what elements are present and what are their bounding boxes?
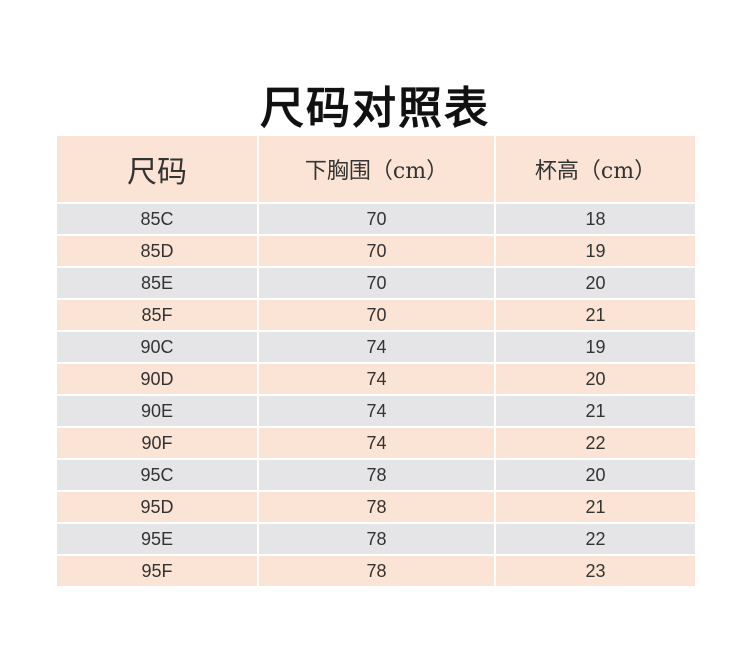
- page-title: 尺码对照表: [260, 83, 490, 134]
- header-row: 尺码 下胸围（cm） 杯高（cm）: [55, 134, 697, 204]
- table-row: 95E 78 22: [55, 522, 697, 556]
- cell-size: 85E: [55, 266, 259, 300]
- cell-size: 95D: [55, 490, 259, 524]
- cell-size: 95C: [55, 458, 259, 492]
- size-chart-table: 尺码 下胸围（cm） 杯高（cm） 85C 70 18 85D 70 19 85E 70 20 8…: [55, 134, 697, 588]
- table-row: 85D 70 19: [55, 234, 697, 268]
- cell-underbust: 74: [257, 330, 496, 364]
- table-row: 85F 70 21: [55, 298, 697, 332]
- cell-cup-height: 22: [494, 522, 697, 556]
- cell-cup-height: 20: [494, 362, 697, 396]
- header-cup-height: 杯高（cm）: [494, 134, 697, 204]
- cell-size: 90D: [55, 362, 259, 396]
- cell-underbust: 70: [257, 202, 496, 236]
- cell-size: 95E: [55, 522, 259, 556]
- table-row: 95F 78 23: [55, 554, 697, 588]
- cell-underbust: 78: [257, 554, 496, 588]
- cell-size: 90C: [55, 330, 259, 364]
- cell-size: 95F: [55, 554, 259, 588]
- cell-underbust: 78: [257, 522, 496, 556]
- table-row: 85C 70 18: [55, 202, 697, 236]
- table-row: 90F 74 22: [55, 426, 697, 460]
- cell-underbust: 70: [257, 234, 496, 268]
- table-row: 90D 74 20: [55, 362, 697, 396]
- cell-size: 85D: [55, 234, 259, 268]
- cell-underbust: 70: [257, 266, 496, 300]
- table-row: 95C 78 20: [55, 458, 697, 492]
- cell-cup-height: 21: [494, 490, 697, 524]
- table-row: 90E 74 21: [55, 394, 697, 428]
- cell-cup-height: 20: [494, 458, 697, 492]
- cell-underbust: 78: [257, 490, 496, 524]
- cell-cup-height: 23: [494, 554, 697, 588]
- cell-cup-height: 21: [494, 394, 697, 428]
- cell-cup-height: 21: [494, 298, 697, 332]
- cell-cup-height: 19: [494, 234, 697, 268]
- table-row: 95D 78 21: [55, 490, 697, 524]
- cell-cup-height: 18: [494, 202, 697, 236]
- cell-underbust: 74: [257, 394, 496, 428]
- cell-size: 85C: [55, 202, 259, 236]
- cell-underbust: 70: [257, 298, 496, 332]
- cell-size: 90F: [55, 426, 259, 460]
- cell-cup-height: 22: [494, 426, 697, 460]
- cell-size: 85F: [55, 298, 259, 332]
- header-underbust: 下胸围（cm）: [257, 134, 496, 204]
- cell-underbust: 74: [257, 426, 496, 460]
- cell-cup-height: 19: [494, 330, 697, 364]
- table-row: 90C 74 19: [55, 330, 697, 364]
- cell-cup-height: 20: [494, 266, 697, 300]
- cell-underbust: 78: [257, 458, 496, 492]
- cell-size: 90E: [55, 394, 259, 428]
- header-size: 尺码: [55, 134, 259, 204]
- cell-underbust: 74: [257, 362, 496, 396]
- table-row: 85E 70 20: [55, 266, 697, 300]
